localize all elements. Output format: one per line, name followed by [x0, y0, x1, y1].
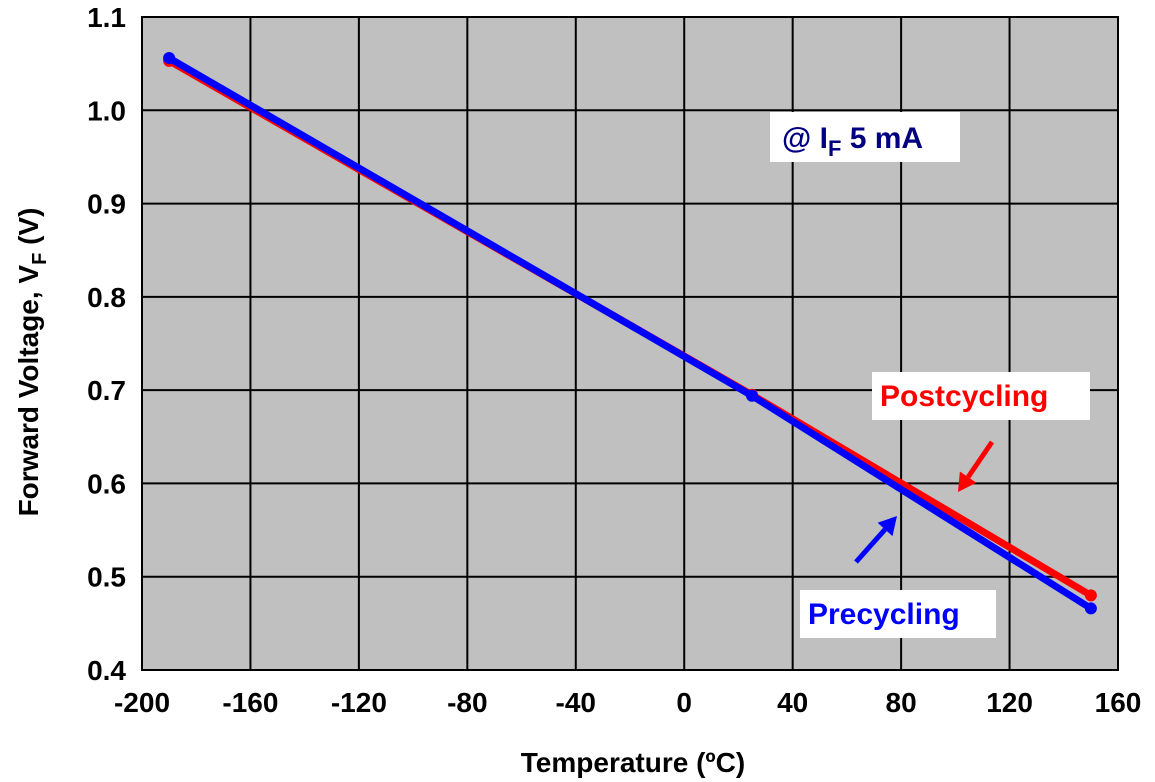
postcycling-arrow — [958, 440, 995, 492]
y-tick-label: 0.9 — [87, 189, 126, 220]
annotation-layer: @ IF 5 mA Postcycling Precycling — [770, 112, 1090, 638]
plot-area — [142, 17, 1118, 670]
postcycling-label-bg — [872, 372, 1090, 420]
data-point — [1084, 602, 1097, 615]
series-precycling — [163, 52, 1097, 615]
postcycling-label: Postcycling — [880, 380, 1048, 413]
x-tick-label: -80 — [447, 687, 487, 718]
y-tick-label: 1.0 — [87, 95, 126, 126]
y-tick-labels: 0.4 0.5 0.6 0.7 0.8 0.9 1.0 1.1 — [87, 2, 126, 686]
series-layer — [163, 52, 1097, 615]
x-tick-label: -200 — [114, 687, 170, 718]
y-axis-title: Forward Voltage, VF (V) — [13, 208, 51, 517]
x-tick-label: 120 — [986, 687, 1033, 718]
y-tick-label: 0.6 — [87, 468, 126, 499]
plot-frame — [141, 16, 1119, 671]
y-tick-label: 0.5 — [87, 562, 126, 593]
x-tick-label: -120 — [331, 687, 387, 718]
data-point — [746, 389, 758, 402]
precycling-label: Precycling — [808, 598, 960, 631]
condition-label-bg — [770, 112, 960, 162]
y-tick-label: 0.7 — [87, 375, 126, 406]
data-point — [163, 52, 176, 65]
x-tick-label: 0 — [676, 687, 692, 718]
x-tick-label: -160 — [222, 687, 278, 718]
precycling-label-bg — [800, 590, 996, 638]
y-tick-label: 1.1 — [87, 2, 126, 33]
x-tick-label: 40 — [777, 687, 808, 718]
y-tick-label: 0.8 — [87, 282, 126, 313]
x-tick-labels: -200 -160 -120 -80 -40 0 40 80 120 160 — [114, 687, 1141, 718]
precycling-arrow — [854, 516, 897, 564]
condition-label: @ IF 5 mA — [782, 122, 923, 161]
x-tick-label: 160 — [1095, 687, 1142, 718]
x-tick-label: -40 — [556, 687, 596, 718]
x-axis-title: Temperature (ºC) — [521, 747, 745, 778]
x-tick-label: 80 — [886, 687, 917, 718]
y-tick-label: 0.4 — [87, 655, 126, 686]
data-point — [1084, 589, 1097, 602]
